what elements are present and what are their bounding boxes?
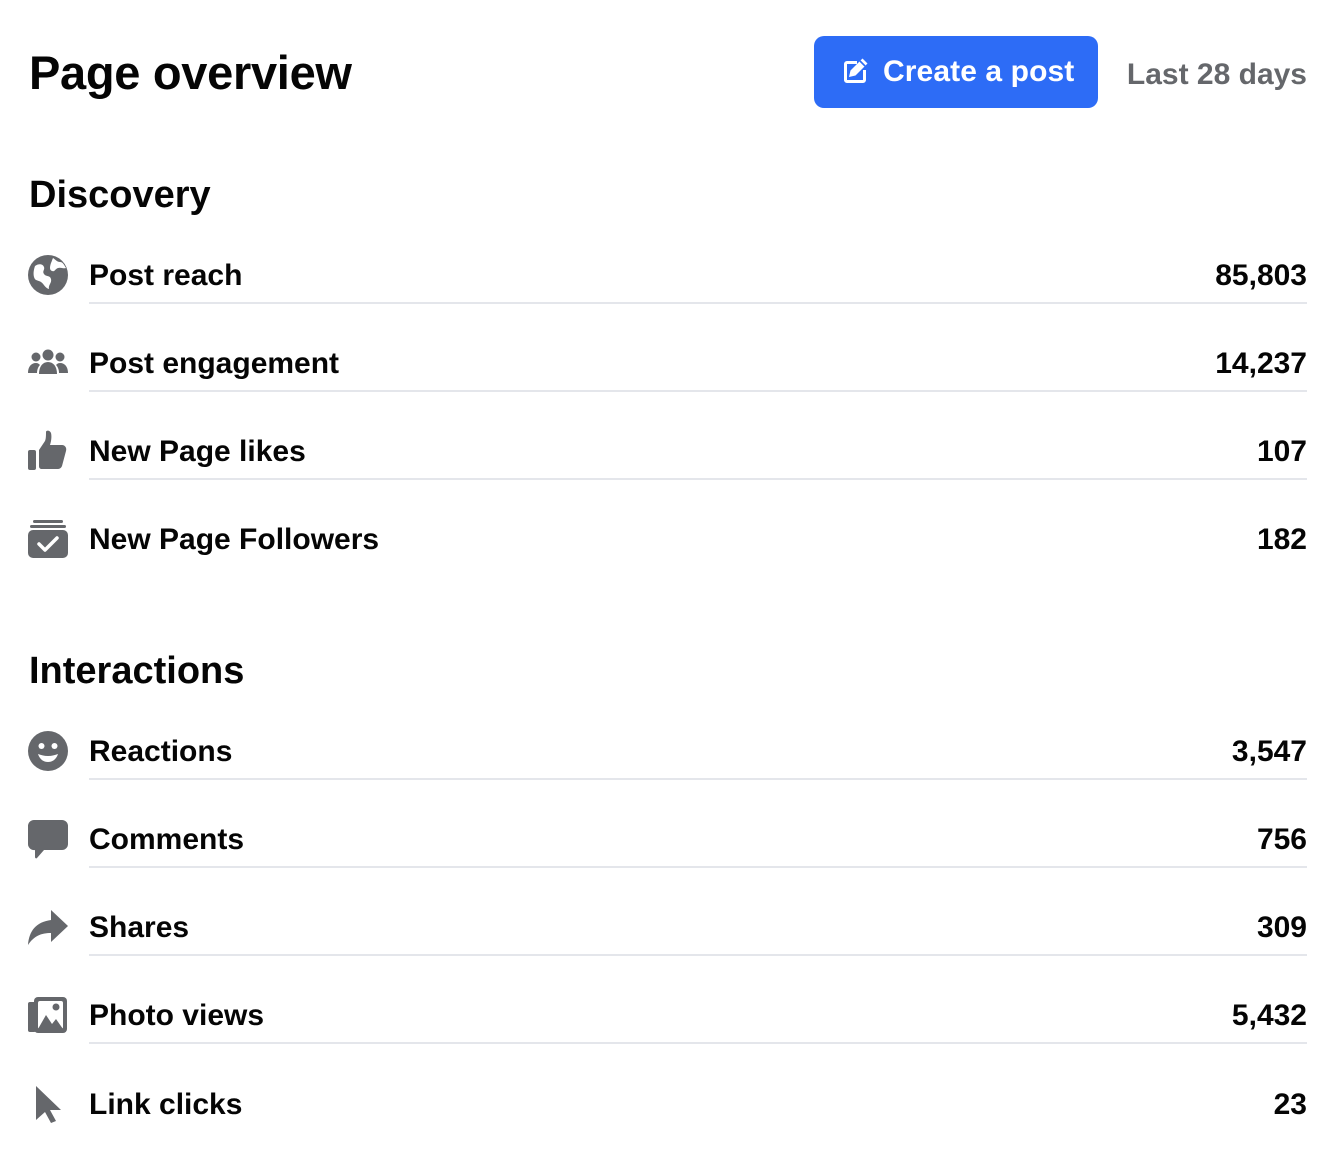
- metric-value: 182: [1256, 523, 1307, 556]
- row-divider: [89, 478, 1307, 480]
- follower-check-icon: [27, 518, 69, 560]
- section-title-discovery: Discovery: [29, 174, 211, 216]
- metric-label: Photo views: [89, 999, 265, 1032]
- photos-icon: [27, 994, 69, 1036]
- metric-row-post-reach[interactable]: Post reach 85,803: [0, 236, 1344, 324]
- create-post-label: Create a post: [883, 55, 1075, 88]
- metric-value: 3,547: [1231, 735, 1307, 768]
- metric-label: Shares: [89, 911, 190, 944]
- metric-label: Post reach: [89, 259, 243, 292]
- comment-icon: [27, 818, 69, 860]
- metric-row-shares[interactable]: Shares 309: [0, 888, 1344, 976]
- share-arrow-icon: [27, 906, 69, 948]
- date-range-selector[interactable]: Last 28 days: [1126, 58, 1307, 91]
- page-header: Page overview Create a post Last 28 days: [0, 0, 1344, 150]
- metric-value: 14,237: [1215, 347, 1307, 380]
- people-icon: [27, 342, 69, 384]
- section-title-interactions: Interactions: [29, 650, 245, 692]
- metric-row-link-clicks[interactable]: Link clicks 23: [0, 1065, 1344, 1153]
- metric-value: 23: [1273, 1088, 1307, 1121]
- row-divider: [89, 778, 1307, 780]
- metric-label: Post engagement: [89, 347, 340, 380]
- metric-row-photo-views[interactable]: Photo views 5,432: [0, 976, 1344, 1064]
- metric-label: Link clicks: [89, 1088, 243, 1121]
- metric-row-post-engagement[interactable]: Post engagement 14,237: [0, 324, 1344, 412]
- row-divider: [89, 302, 1307, 304]
- smiley-icon: [27, 730, 69, 772]
- row-divider: [89, 866, 1307, 868]
- metric-value: 107: [1256, 435, 1307, 468]
- metric-row-comments[interactable]: Comments 756: [0, 800, 1344, 888]
- metric-label: New Page likes: [89, 435, 306, 468]
- metric-value: 309: [1256, 911, 1307, 944]
- metric-value: 5,432: [1231, 999, 1307, 1032]
- globe-icon: [27, 254, 69, 296]
- metric-row-new-page-followers[interactable]: New Page Followers 182: [0, 500, 1344, 588]
- row-divider: [89, 390, 1307, 392]
- metric-row-reactions[interactable]: Reactions 3,547: [0, 712, 1344, 800]
- create-post-button[interactable]: Create a post: [814, 36, 1098, 108]
- metric-value: 85,803: [1215, 259, 1307, 292]
- cursor-icon: [27, 1083, 69, 1125]
- metric-row-new-page-likes[interactable]: New Page likes 107: [0, 412, 1344, 500]
- metric-label: Comments: [89, 823, 245, 856]
- page-title: Page overview: [29, 46, 352, 99]
- row-divider: [89, 1042, 1307, 1044]
- row-divider: [89, 954, 1307, 956]
- metric-label: New Page Followers: [89, 523, 380, 556]
- metric-label: Reactions: [89, 735, 233, 768]
- thumbs-up-icon: [27, 430, 69, 472]
- edit-icon: [838, 56, 870, 88]
- metric-value: 756: [1256, 823, 1307, 856]
